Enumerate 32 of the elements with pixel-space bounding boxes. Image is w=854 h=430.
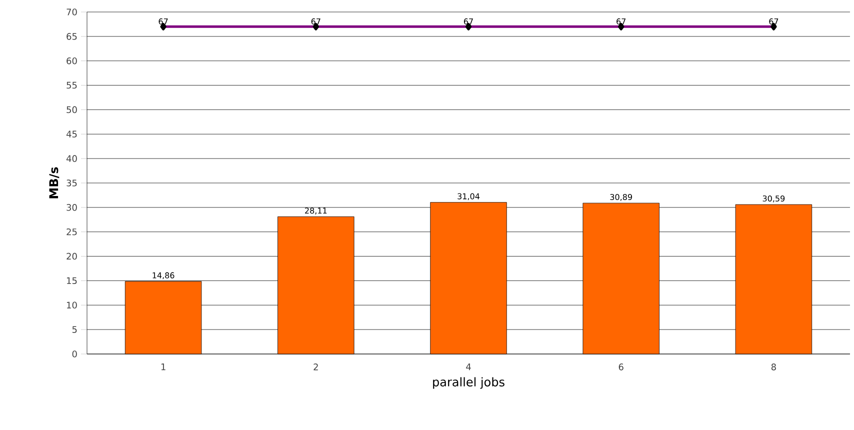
data-label: 67 — [616, 18, 626, 24]
y-tick-label: 15 — [67, 277, 77, 284]
data-label: 31,04 — [458, 193, 480, 200]
data-label: 67 — [464, 18, 473, 24]
y-tick-label: 20 — [66, 252, 77, 260]
y-tick-label: 45 — [66, 130, 77, 138]
data-label: 67 — [311, 18, 320, 24]
data-label: 14,86 — [152, 272, 174, 280]
y-tick-label: 10 — [67, 302, 77, 309]
x-tick-label: 1 — [161, 364, 166, 370]
y-tick-label: 70 — [66, 8, 77, 16]
data-label: 30,89 — [610, 194, 632, 201]
y-axis-title: MB/s — [49, 167, 60, 198]
x-tick-label: 2 — [314, 364, 318, 370]
y-tick-label: 55 — [66, 82, 77, 89]
y-tick-label: 0 — [72, 350, 77, 358]
y-tick-label: 35 — [66, 180, 77, 186]
y-tick-label: 40 — [66, 155, 77, 162]
data-label: 67 — [158, 18, 168, 24]
x-tick-label: 8 — [771, 364, 776, 370]
data-label: 28,11 — [305, 208, 327, 214]
data-label: 30,59 — [762, 195, 785, 202]
y-tick-label: 50 — [66, 106, 77, 114]
y-tick-label: 65 — [66, 33, 77, 40]
x-tick-label: 6 — [618, 364, 624, 370]
x-tick-label: 4 — [466, 364, 471, 370]
y-tick-label: 60 — [66, 57, 77, 64]
y-tick-label: 25 — [66, 228, 77, 236]
data-label: 67 — [769, 18, 778, 24]
y-tick-label: 30 — [66, 204, 77, 211]
y-tick-label: 5 — [72, 326, 77, 333]
x-axis-title: parallel jobs — [433, 377, 504, 389]
